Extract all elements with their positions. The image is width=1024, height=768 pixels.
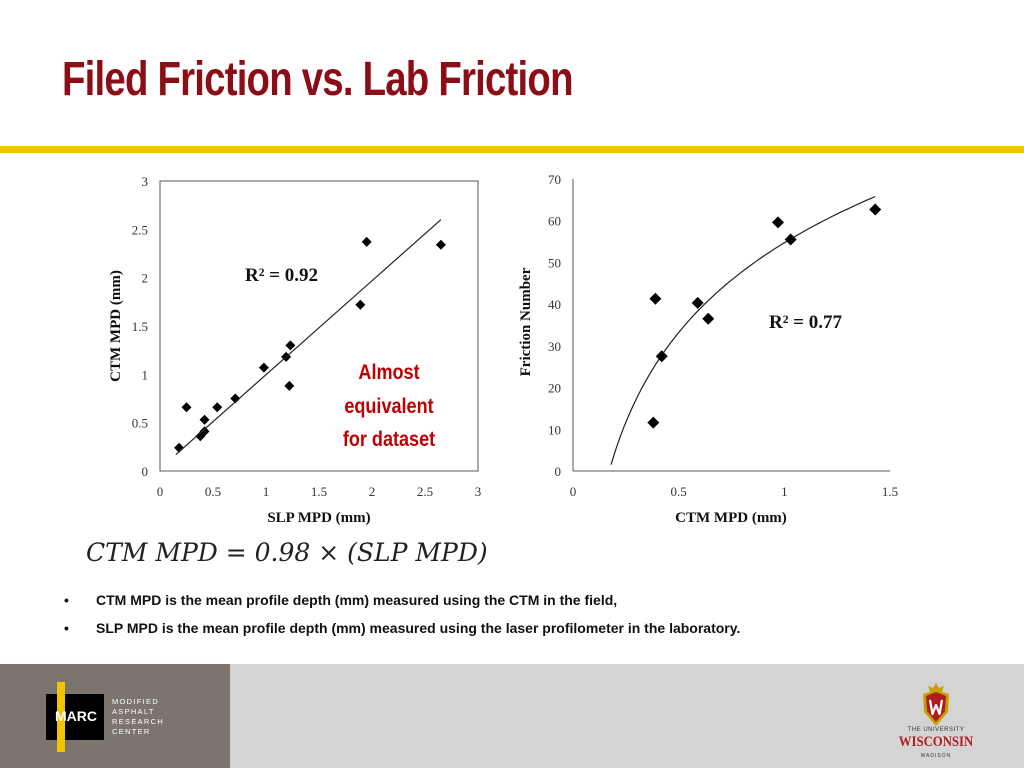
chart1-x-tick: 1.5 — [311, 484, 327, 499]
chart1-xlabel: SLP MPD (mm) — [267, 510, 370, 526]
chart1-y-tick: 3 — [142, 174, 149, 189]
chart2-y-tick: 30 — [548, 339, 561, 354]
chart2-r2-label: R² = 0.77 — [769, 312, 842, 333]
chart1-x-tick: 2.5 — [417, 484, 433, 499]
chart1-x-tick: 1 — [263, 484, 270, 499]
annotation-line-3: for dataset — [343, 428, 436, 452]
chart2-x-tick: 0.5 — [671, 484, 687, 499]
chart2-point — [869, 203, 882, 216]
chart1-y-tick: 0 — [142, 464, 149, 479]
bullet-marker: • — [64, 592, 69, 608]
chart2-y-tick: 40 — [548, 297, 561, 312]
chart2-y-tick: 20 — [548, 381, 561, 396]
chart1-tick-labels: 0 0.5 1 1.5 2 2.5 3 0 0.5 1 1.5 2 2.5 3 — [132, 174, 482, 499]
chart1-trendline — [175, 219, 442, 456]
chart2-y-tick: 50 — [548, 255, 561, 270]
chart1-x-tick: 3 — [475, 484, 482, 499]
chart1-point — [212, 402, 223, 413]
footer-logo-panel: MARC MODIFIED ASPHALT RESEARCH CENTER — [0, 664, 230, 768]
charts-canvas: 0 0.5 1 1.5 2 2.5 300.511.522.53 R² = 0.92 SLP… — [108, 172, 898, 526]
chart2-point — [702, 312, 715, 325]
chart2-point — [655, 350, 668, 363]
chart2-ylabel: Friction Number — [518, 267, 534, 376]
uw-madison: MADISON — [920, 753, 952, 759]
chart1-y-tick: 0.5 — [132, 416, 148, 431]
marc-word: MODIFIED — [112, 697, 160, 706]
chart1-point — [258, 362, 269, 373]
chart1-y-tick: 2 — [142, 271, 149, 286]
chart2-x-tick: 1 — [781, 484, 788, 499]
chart1-x-tick: 0.5 — [205, 484, 221, 499]
marc-word: ASPHALT — [112, 707, 155, 716]
regression-formula: CTM MPD = 0.98 × (SLP MPD) — [86, 538, 488, 567]
marc-logo-bar — [57, 682, 65, 752]
bullet-item: • SLP MPD is the mean profile depth (mm) … — [64, 616, 740, 644]
chart1-point — [284, 380, 295, 391]
chart1-point — [199, 426, 210, 437]
chart2-point — [691, 296, 704, 309]
chart1-y-tick: 1.5 — [132, 319, 148, 334]
chart2-trendline — [610, 195, 876, 465]
bullet-item: • CTM MPD is the mean profile depth (mm) … — [64, 588, 740, 616]
bullet-text: CTM MPD is the mean profile depth (mm) m… — [96, 592, 618, 608]
marc-full-name: MODIFIED ASPHALT RESEARCH CENTER — [112, 697, 164, 737]
annotation-line-2: equivalent — [344, 395, 434, 419]
bullet-list: • CTM MPD is the mean profile depth (mm) … — [64, 588, 740, 644]
title-underline — [0, 146, 1024, 153]
chart2-points — [647, 203, 882, 429]
bullet-marker: • — [64, 620, 69, 636]
chart2-y-tick: 10 — [548, 422, 561, 437]
chart1-point — [435, 239, 446, 250]
marc-word: CENTER — [112, 727, 151, 736]
chart1-point — [181, 402, 192, 413]
chart1-point — [361, 236, 372, 247]
chart1-x-tick: 2 — [369, 484, 376, 499]
chart2-y-tick: 70 — [548, 172, 561, 187]
slide-title: Filed Friction vs. Lab Friction — [62, 53, 574, 106]
marc-logo-text: MARC — [55, 708, 97, 724]
chart2-point — [784, 233, 797, 246]
uw-crest-icon — [923, 683, 949, 726]
uw-wordmark: WISCONSIN — [898, 734, 974, 750]
chart1-points — [174, 236, 446, 453]
chart1-x-tick: 0 — [157, 484, 164, 499]
chart2-y-tick: 60 — [548, 214, 561, 229]
chart2-x-tick: 1.5 — [882, 484, 898, 499]
chart1-point — [199, 414, 210, 425]
footer: MARC MODIFIED ASPHALT RESEARCH CENTER — [0, 664, 1024, 768]
annotation-line-1: Almost — [358, 361, 420, 385]
marc-word: RESEARCH — [112, 717, 165, 726]
chart2-point — [649, 292, 662, 305]
chart2-point — [647, 416, 660, 429]
chart2-tick-labels: 0 0.5 1 1.5 0 10 20 30 40 50 60 70 — [548, 172, 898, 499]
chart1-r2-label: R² = 0.92 — [245, 265, 318, 286]
bullet-text: SLP MPD is the mean profile depth (mm) m… — [96, 620, 741, 636]
chart2-y-tick: 0 — [555, 464, 562, 479]
chart1-y-tick: 1 — [142, 367, 149, 382]
chart1-point — [355, 299, 366, 310]
chart1-plot-frame — [159, 180, 479, 472]
uw-the-university: THE UNIVERSITY — [907, 727, 965, 733]
chart1-point — [285, 340, 296, 351]
chart2-xlabel: CTM MPD (mm) — [675, 510, 787, 526]
chart1-ylabel: CTM MPD (mm) — [108, 270, 124, 382]
chart1-point — [230, 393, 241, 404]
chart1-y-tick: 2.5 — [132, 222, 148, 237]
chart2-point — [771, 216, 784, 229]
marc-logo-box — [46, 694, 104, 740]
chart2-x-tick: 0 — [570, 484, 577, 499]
